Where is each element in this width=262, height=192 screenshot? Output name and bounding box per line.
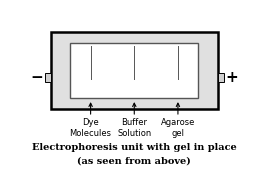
Text: Dye
Molecules: Dye Molecules xyxy=(70,118,112,138)
Text: Electrophoresis unit with gel in place: Electrophoresis unit with gel in place xyxy=(32,143,237,152)
Text: −: − xyxy=(30,71,43,85)
Bar xyxy=(51,32,217,109)
Bar xyxy=(70,43,198,98)
Bar xyxy=(45,73,51,82)
Bar xyxy=(217,73,223,82)
Text: Buffer
Solution: Buffer Solution xyxy=(117,118,151,138)
Text: +: + xyxy=(225,70,238,85)
Text: Agarose
gel: Agarose gel xyxy=(161,118,195,138)
Text: (as seen from above): (as seen from above) xyxy=(77,157,191,166)
